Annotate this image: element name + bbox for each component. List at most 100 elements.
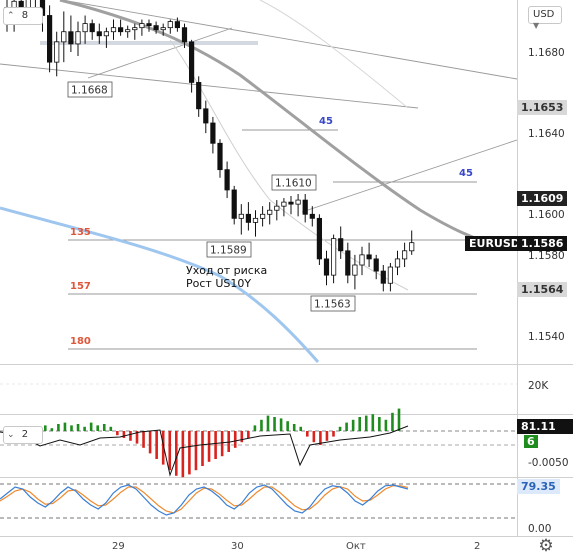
- collapse-series-button[interactable]: ⌃ 8: [3, 7, 43, 25]
- histogram-bar: [358, 417, 361, 431]
- price-tag-mid: 1.1609: [517, 191, 568, 206]
- histogram-bar: [227, 431, 230, 452]
- time-label: 29: [112, 541, 125, 552]
- stochastic-value-tag: 79.35: [517, 479, 560, 494]
- histogram-bar: [63, 422, 67, 431]
- candle-body: [345, 250, 351, 276]
- angle-label: 45: [319, 116, 333, 127]
- collapse-indicators-button[interactable]: ⌄ 2: [3, 426, 43, 444]
- price-tick: 1.1580: [528, 250, 565, 262]
- candle-body: [295, 199, 301, 205]
- histogram-bar: [102, 424, 106, 431]
- histogram-bar: [279, 418, 283, 431]
- histogram-bar: [220, 431, 224, 457]
- histogram-pane: [0, 408, 517, 478]
- time-label: 30: [231, 541, 244, 552]
- candle-body: [373, 258, 379, 272]
- trend-line: [87, 27, 233, 79]
- histogram-bar: [292, 424, 296, 431]
- candle-body: [132, 27, 138, 31]
- candle-body: [409, 242, 415, 252]
- candle-body: [380, 270, 386, 284]
- histogram-bar: [83, 426, 86, 431]
- candle-body: [125, 29, 131, 33]
- candle-body: [167, 21, 173, 29]
- histogram-bar: [397, 408, 401, 431]
- chevron-down-icon: ▼: [533, 21, 540, 30]
- candle-body: [203, 108, 209, 124]
- stochastic-slow-line: [0, 485, 409, 514]
- chevron-up-icon: ⌃: [7, 11, 15, 21]
- histogram-bar: [364, 415, 368, 431]
- fib-label: 180: [70, 336, 91, 347]
- histogram-bar: [122, 431, 126, 438]
- symbol-tag: EURUSD: [465, 236, 524, 251]
- candle-body: [139, 23, 145, 29]
- price-tag-low: 1.1564: [517, 282, 568, 297]
- range-bar: [40, 41, 258, 45]
- moving-average-line: [259, 0, 409, 109]
- candle-body: [174, 21, 180, 29]
- histogram-bar: [148, 431, 152, 454]
- candle-body: [160, 27, 166, 31]
- price-tag-high: 1.1653: [517, 100, 568, 115]
- histogram-value-tag: 81.11 6: [517, 419, 573, 448]
- price-annotation: 1.1610: [275, 178, 312, 190]
- moving-average-line: [59, 0, 501, 248]
- candle-body: [224, 169, 230, 191]
- histogram-bar: [129, 431, 132, 441]
- price-tick: 1.1680: [528, 47, 565, 59]
- signal-line: [0, 425, 409, 477]
- candle-body: [245, 213, 251, 223]
- stochastic-fast-line: [0, 484, 409, 516]
- pane-separators: [0, 0, 573, 537]
- candle-body: [146, 23, 152, 27]
- histogram-bar: [306, 431, 309, 437]
- last-price-tag: 1.1586: [517, 236, 568, 251]
- moving-average-line: [169, 39, 409, 291]
- moving-average-line: [0, 206, 320, 363]
- candle-body: [181, 27, 188, 43]
- collapse-count: 8: [21, 10, 29, 21]
- time-axis: 29 30 Окт 2: [112, 541, 480, 552]
- histogram-bar: [70, 425, 73, 431]
- angle-label: 45: [459, 168, 473, 179]
- candle-body: [68, 31, 74, 45]
- candle-body: [89, 23, 95, 33]
- note-text: Уход от риска: [186, 264, 267, 277]
- histogram-bar: [214, 431, 217, 459]
- histogram-bar: [168, 431, 172, 471]
- histogram-tick: -0.0050: [528, 457, 569, 469]
- histogram-bar: [351, 419, 355, 431]
- histogram-bar: [57, 424, 60, 431]
- candle-body: [323, 258, 330, 276]
- histogram-bar: [266, 415, 270, 431]
- histogram-bar: [391, 412, 394, 431]
- candle-body: [96, 31, 102, 37]
- histogram-bar: [109, 426, 113, 431]
- stochastic-pane: [0, 483, 517, 519]
- histogram-bar: [201, 431, 204, 466]
- histogram-bar: [371, 414, 375, 431]
- candle-body: [103, 31, 109, 37]
- candle-body: [54, 41, 60, 63]
- histogram-bar: [194, 431, 198, 471]
- candle-body: [274, 205, 280, 211]
- trend-line: [0, 63, 419, 109]
- settings-gear-icon[interactable]: ⚙: [538, 536, 554, 556]
- candle-body: [153, 25, 159, 31]
- histogram-bar: [273, 417, 276, 431]
- histogram-bar: [299, 426, 303, 431]
- candle-body: [302, 199, 308, 215]
- histogram-bar: [50, 428, 54, 431]
- candle-body: [309, 213, 315, 219]
- candle-body: [387, 266, 394, 284]
- trend-line: [301, 139, 518, 213]
- candle-body: [231, 189, 237, 219]
- candle-body: [47, 15, 53, 63]
- histogram-bar: [155, 431, 158, 459]
- chevron-down-icon: ⌄: [7, 430, 15, 440]
- candle-body: [366, 254, 372, 260]
- currency-selector[interactable]: USD ▼: [528, 6, 562, 30]
